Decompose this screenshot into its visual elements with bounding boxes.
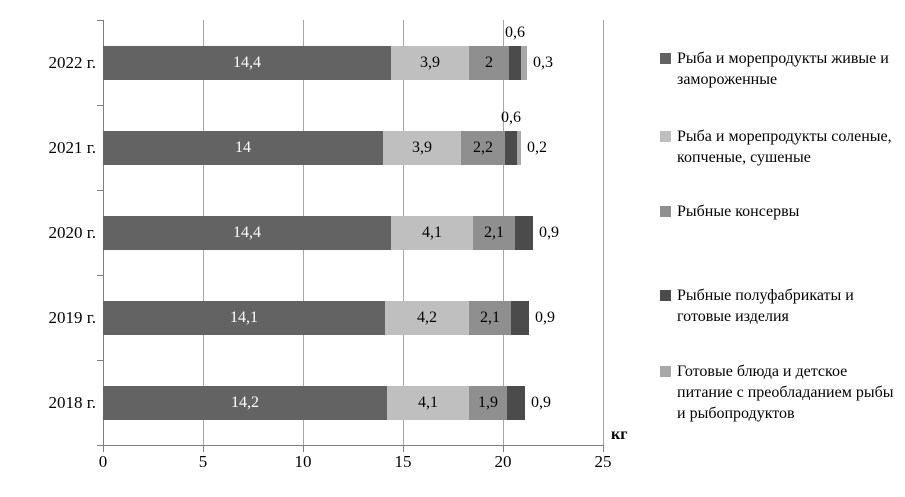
x-axis-tick-label: 0 [98, 452, 108, 471]
x-axis-tick-label: 5 [198, 452, 208, 471]
bar-segment: 14 [103, 130, 383, 165]
bar-segment: 14,2 [103, 385, 387, 420]
y-axis-tick [97, 20, 103, 21]
x-axis-tick [403, 445, 404, 452]
segment-callout-label: 0,6 [505, 23, 525, 41]
x-axis-tick-label: 25 [594, 452, 612, 471]
segment-outside-label: 0,9 [531, 393, 551, 411]
category-label: 2021 г. [48, 137, 96, 157]
x-axis-unit-label: кг [611, 426, 628, 443]
bar-segment: 4,1 [387, 385, 469, 420]
legend-item: Рыбные полуфабрикаты и готовые изделия [660, 285, 905, 327]
legend-item: Рыба и морепродукты живые и замороженные [660, 48, 905, 90]
x-axis-tick [103, 445, 104, 452]
x-axis-tick [203, 445, 204, 452]
bar-segment: 2 [469, 45, 509, 80]
bar-segment [505, 130, 517, 165]
segment-outside-label: 0,9 [539, 223, 559, 241]
y-axis-tick [97, 275, 103, 276]
legend-label: Рыбные консервы [677, 203, 800, 220]
x-axis-tick [303, 445, 304, 452]
bar-segment: 3,9 [391, 45, 469, 80]
legend-swatch-canned [660, 206, 671, 217]
segment-outside-label: 0,9 [535, 308, 555, 326]
bar-segment [511, 300, 529, 335]
x-axis-tick [503, 445, 504, 452]
gridline [603, 20, 604, 445]
legend-label: Рыбные полуфабрикаты и готовые изделия [677, 287, 854, 325]
legend-label: Готовые блюда и детское питание с преобл… [677, 363, 894, 422]
bar-segment: 2,2 [461, 130, 505, 165]
legend-label: Рыба и морепродукты соленые, копченые, с… [677, 128, 892, 166]
bar-segment: 14,1 [103, 300, 385, 335]
bar-segment: 1,9 [469, 385, 507, 420]
bar-segment [507, 385, 525, 420]
x-axis-tick [603, 445, 604, 452]
bar-segment: 3,9 [383, 130, 461, 165]
bar-segment [517, 130, 521, 165]
legend-item: Рыба и морепродукты соленые, копченые, с… [660, 126, 905, 168]
x-axis-tick-label: 20 [494, 452, 512, 471]
x-axis-line [103, 445, 604, 446]
legend-swatch-salted-smoked [660, 131, 671, 142]
legend-item: Готовые блюда и детское питание с преобл… [660, 361, 905, 424]
y-axis-tick [97, 445, 103, 446]
bar-segment: 2,1 [469, 300, 511, 335]
legend-item: Рыбные консервы [660, 201, 799, 222]
bar-segment [509, 45, 521, 80]
bar-segment: 4,1 [391, 215, 473, 250]
bar-segment: 14,4 [103, 45, 391, 80]
bar-segment: 14,4 [103, 215, 391, 250]
category-label: 2022 г. [48, 52, 96, 72]
y-axis-tick [97, 360, 103, 361]
segment-outside-label: 0,2 [527, 138, 547, 156]
legend-swatch-semifinished [660, 290, 671, 301]
legend-swatch-ready-meals [660, 366, 671, 377]
bar-segment: 4,2 [385, 300, 469, 335]
legend-label: Рыба и морепродукты живые и замороженные [677, 50, 889, 88]
bar-segment: 2,1 [473, 215, 515, 250]
y-axis-tick [97, 190, 103, 191]
legend-swatch-live-frozen [660, 53, 671, 64]
bar-segment [521, 45, 527, 80]
category-label: 2020 г. [48, 222, 96, 242]
category-label: 2018 г. [48, 392, 96, 412]
y-axis-tick [97, 105, 103, 106]
chart-legend: Рыба и морепродукты живые и замороженные… [660, 0, 905, 497]
segment-outside-label: 0,3 [533, 53, 553, 71]
category-label: 2019 г. [48, 307, 96, 327]
x-axis-tick-label: 10 [294, 452, 312, 471]
segment-callout-label: 0,6 [501, 108, 521, 126]
bar-segment [515, 215, 533, 250]
x-axis-tick-label: 15 [394, 452, 412, 471]
